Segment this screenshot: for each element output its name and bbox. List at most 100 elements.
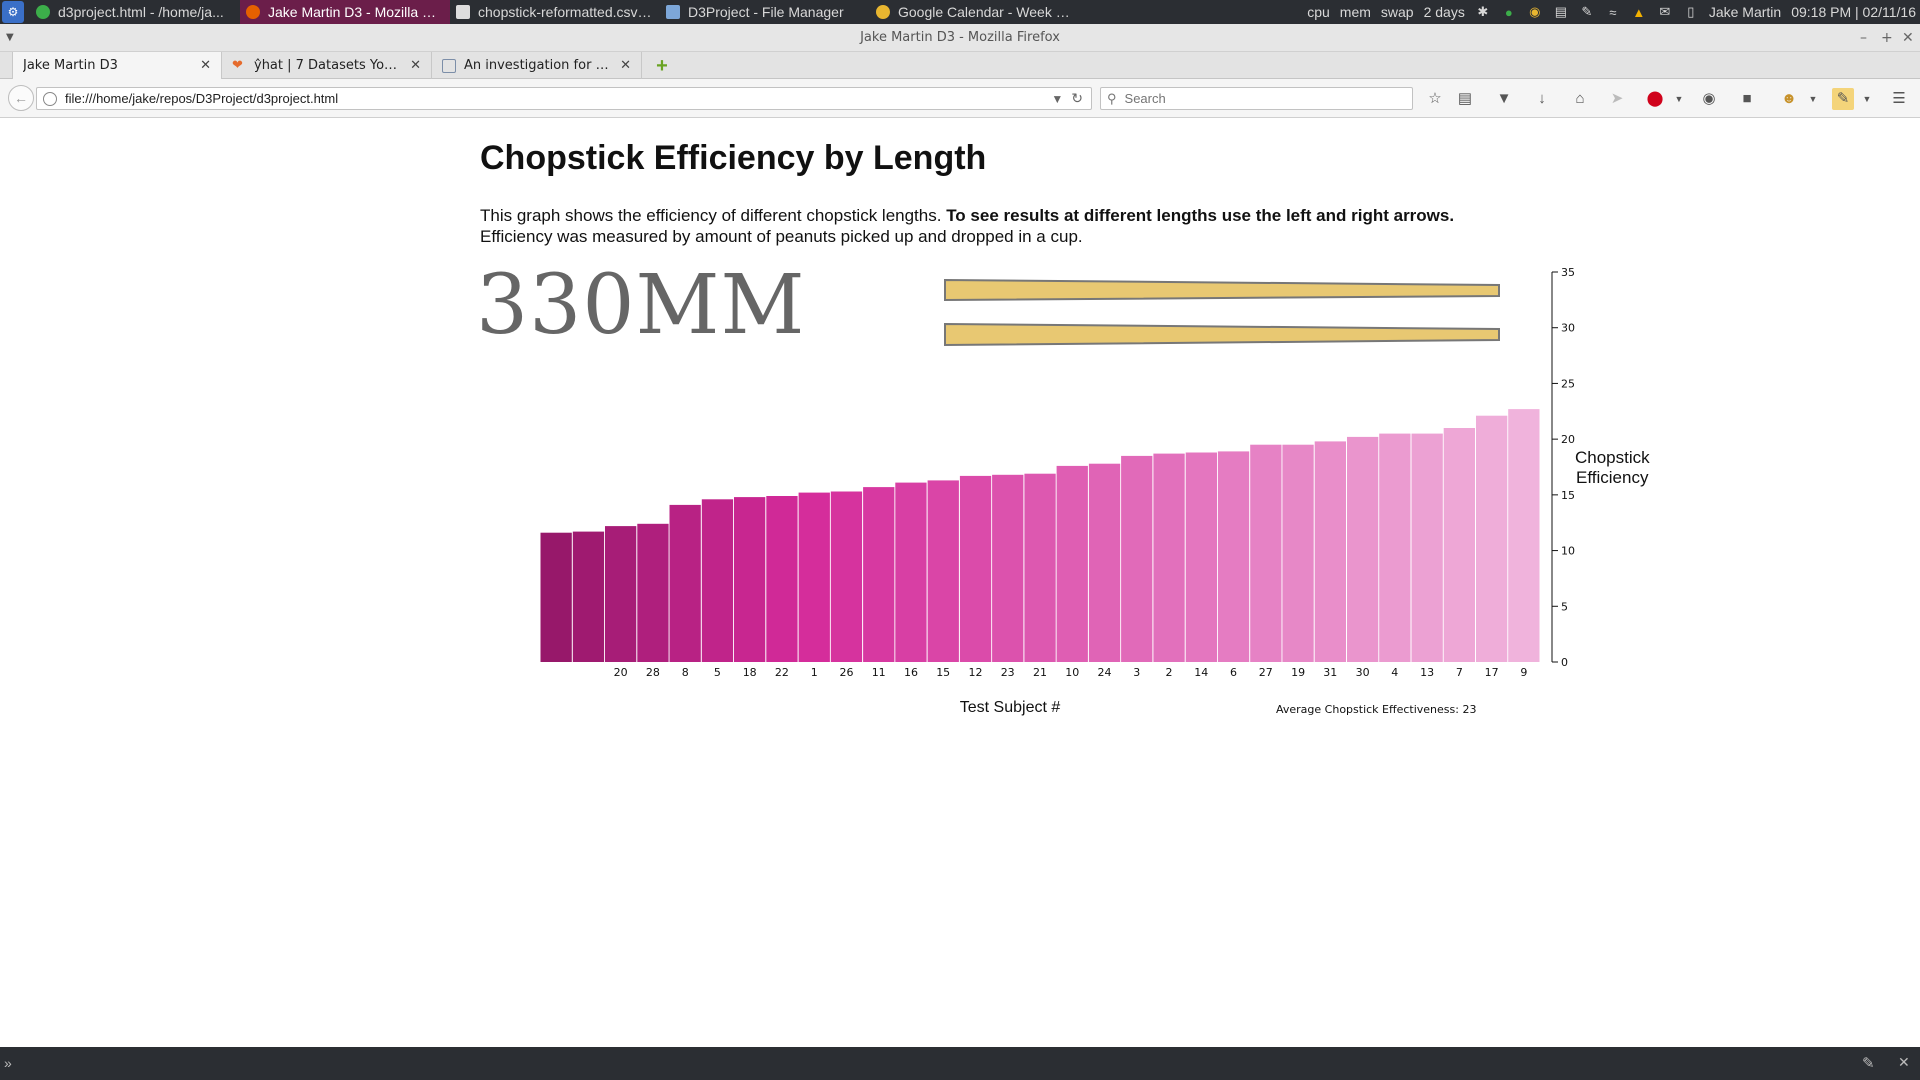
x-tick-label: 21 <box>1033 666 1047 679</box>
x-axis-label: Test Subject # <box>960 699 1061 716</box>
y-tick-label: 5 <box>1561 600 1568 613</box>
back-button[interactable]: ← <box>8 85 34 111</box>
settings-wrench-icon[interactable]: ✎ <box>1862 1055 1875 1072</box>
bar-subject-16 <box>895 482 927 662</box>
window-titlebar: ▼ Jake Martin D3 - Mozilla Firefox – + ✕ <box>0 24 1920 52</box>
minimize-icon[interactable]: – <box>1860 30 1867 46</box>
taskbar-item-file-manager[interactable]: D3Project - File Manager <box>660 0 870 24</box>
y-tick-label: 35 <box>1561 266 1575 279</box>
url-text[interactable]: file:///home/jake/repos/D3Project/d3proj… <box>65 91 339 106</box>
bar-subject-21 <box>1024 473 1056 662</box>
cpu-monitor[interactable]: cpu <box>1307 4 1330 20</box>
taskbar-item-label: Jake Martin D3 - Mozilla Fir... <box>268 4 442 20</box>
search-input[interactable] <box>1122 90 1397 107</box>
taskbar-item-firefox[interactable]: Jake Martin D3 - Mozilla Fir... <box>240 0 450 24</box>
x-tick-label: 13 <box>1420 666 1434 679</box>
mem-monitor[interactable]: mem <box>1339 4 1371 20</box>
pocket-icon[interactable]: ▼ <box>1496 90 1512 107</box>
x-tick-label: 4 <box>1391 666 1398 679</box>
tab-yhat-datasets[interactable]: ❤ ŷhat | 7 Datasets You'v... ✕ <box>222 52 432 79</box>
bar-subject-1 <box>798 492 830 662</box>
greasemonkey-dropdown-icon[interactable]: ▼ <box>1808 94 1818 104</box>
tab-jake-martin-d3[interactable]: Jake Martin D3 ✕ <box>12 52 222 79</box>
chopstick-graphic <box>944 278 1500 347</box>
adblock-icon[interactable]: ⬤ <box>1646 90 1664 107</box>
description-instruction: To see results at different lengths use … <box>946 206 1455 225</box>
x-tick-label: 17 <box>1485 666 1499 679</box>
drive-icon[interactable]: ▤ <box>1554 4 1567 19</box>
extension-icon[interactable]: ■ <box>1742 90 1752 107</box>
page-title: Chopstick Efficiency by Length <box>480 139 987 177</box>
app-menu-icon[interactable]: ⚙ <box>2 1 24 23</box>
close-tab-icon[interactable]: ✕ <box>410 58 421 73</box>
document-icon <box>456 5 470 19</box>
window-title: Jake Martin D3 - Mozilla Firefox <box>860 30 1060 45</box>
x-tick-label: 3 <box>1133 666 1140 679</box>
system-taskbar: ⚙ d3project.html - /home/ja... Jake Mart… <box>0 0 1920 24</box>
tab-investigation[interactable]: An investigation for det... ✕ <box>432 52 642 79</box>
new-tab-button[interactable]: + <box>656 55 668 77</box>
maximize-icon[interactable]: + <box>1881 30 1893 46</box>
chopstick-bottom <box>944 322 1500 347</box>
bar-subject-13 <box>1411 433 1443 662</box>
editor-icon <box>36 5 50 19</box>
adblock-dropdown-icon[interactable]: ▼ <box>1674 94 1684 104</box>
chopstick-top <box>944 278 1500 302</box>
y-axis-label-line2: Efficiency <box>1576 468 1649 487</box>
hamburger-menu-icon[interactable]: ☰ <box>1892 90 1906 107</box>
x-tick-label: 6 <box>1230 666 1237 679</box>
search-bar[interactable]: ⚲ <box>1100 87 1413 110</box>
bar-subject-19 <box>1282 444 1314 662</box>
dev-tools-dropdown-icon[interactable]: ▼ <box>1862 94 1872 104</box>
url-bar[interactable]: file:///home/jake/repos/D3Project/d3proj… <box>36 87 1092 110</box>
bar-subject-31 <box>1314 441 1346 662</box>
user-name[interactable]: Jake Martin <box>1708 4 1782 20</box>
bar-subject-unlabeled-0 <box>540 532 572 662</box>
bar-subject-unlabeled-1 <box>572 531 605 662</box>
battery-icon[interactable]: ▯ <box>1687 4 1695 19</box>
taskbar-item-calendar[interactable]: Google Calendar - Week of ... <box>870 0 1080 24</box>
bar-subject-8 <box>669 504 701 662</box>
uptime: 2 days <box>1423 4 1465 20</box>
bookmark-star-icon[interactable]: ☆ <box>1428 90 1442 107</box>
bar-subject-22 <box>766 496 798 662</box>
x-tick-label: 19 <box>1291 666 1305 679</box>
download-icon[interactable]: ↓ <box>1538 90 1546 107</box>
dev-tools-icon[interactable]: ✎ <box>1832 88 1854 110</box>
greasemonkey-icon[interactable]: ☻ <box>1781 90 1797 107</box>
window-menu-icon[interactable]: ▼ <box>6 32 14 43</box>
expand-panel-icon[interactable]: » <box>4 1055 12 1071</box>
y-tick-label: 0 <box>1561 656 1568 669</box>
close-window-icon[interactable]: ✕ <box>1902 30 1914 46</box>
bar-subject-20 <box>605 526 637 662</box>
mail-icon[interactable]: ✉ <box>1659 4 1671 19</box>
home-icon[interactable]: ⌂ <box>1575 90 1585 107</box>
x-tick-label: 18 <box>743 666 757 679</box>
close-panel-icon[interactable]: ✕ <box>1898 1054 1910 1070</box>
reading-list-icon[interactable]: ▤ <box>1457 90 1473 107</box>
wifi-icon[interactable]: ≈ <box>1609 4 1617 20</box>
url-history-dropdown-icon[interactable]: ▼ <box>1051 91 1064 106</box>
taskbar-item-csv[interactable]: chopstick-reformatted.csv ... <box>450 0 660 24</box>
chat-bubble-icon[interactable]: ◉ <box>1702 90 1716 107</box>
bluetooth-icon[interactable]: ✱ <box>1477 4 1489 19</box>
notes-icon[interactable]: ✎ <box>1581 4 1593 19</box>
bar-subject-30 <box>1347 436 1379 662</box>
swap-monitor[interactable]: swap <box>1380 4 1414 20</box>
close-tab-icon[interactable]: ✕ <box>200 58 211 73</box>
taskbar-item-editor[interactable]: d3project.html - /home/ja... <box>30 0 240 24</box>
clock[interactable]: 09:18 PM | 02/11/16 <box>1791 4 1916 20</box>
share-icon[interactable]: ➤ <box>1610 90 1624 107</box>
bar-subject-24 <box>1088 463 1121 662</box>
reload-icon[interactable]: ↻ <box>1071 90 1083 106</box>
close-tab-icon[interactable]: ✕ <box>620 58 631 73</box>
chrome-tray-icon[interactable]: ◉ <box>1529 4 1541 19</box>
system-tray: cpu mem swap 2 days ✱ ● ◉ ▤ ✎ ≈ ▲ ✉ ▯ Ja… <box>1302 0 1920 24</box>
chat-icon[interactable]: ● <box>1504 4 1513 20</box>
bar-subject-5 <box>701 499 734 662</box>
warning-icon[interactable]: ▲ <box>1632 4 1646 20</box>
x-tick-label: 1 <box>811 666 818 679</box>
site-info-icon[interactable] <box>43 91 57 106</box>
x-tick-label: 24 <box>1098 666 1112 679</box>
x-tick-label: 23 <box>1001 666 1015 679</box>
